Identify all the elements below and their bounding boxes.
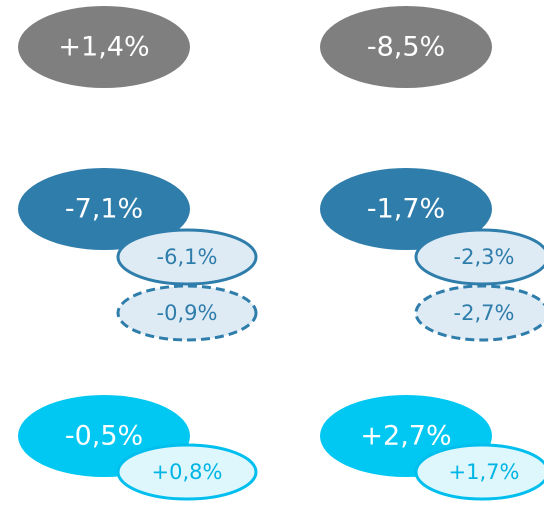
- badge-label: -1,7%: [367, 194, 445, 225]
- badge: [18, 6, 190, 88]
- badge-label: +1,4%: [58, 32, 149, 63]
- badge-label: +2,7%: [360, 421, 451, 452]
- sub-badge-label: +0,8%: [152, 460, 223, 484]
- sub-badge-label: +1,7%: [449, 460, 520, 484]
- badge: [320, 168, 492, 250]
- sub-badge: [116, 228, 258, 286]
- sub-badge: [414, 443, 544, 501]
- sub-badge: [116, 443, 258, 501]
- badge-label: -8,5%: [367, 32, 445, 63]
- badge-label: -7,1%: [65, 194, 143, 225]
- sub-badge-label: -2,7%: [454, 301, 515, 325]
- sub-badge-label: -6,1%: [157, 245, 218, 269]
- sub-badge: [414, 228, 544, 286]
- sub-badge-dashed: [116, 284, 258, 342]
- sub-badge-label: -2,3%: [454, 245, 515, 269]
- sub-badge-label: -0,9%: [157, 301, 218, 325]
- badge: [320, 6, 492, 88]
- badge: [18, 168, 190, 250]
- sub-badge-dashed: [414, 284, 544, 342]
- badge-label: -0,5%: [65, 421, 143, 452]
